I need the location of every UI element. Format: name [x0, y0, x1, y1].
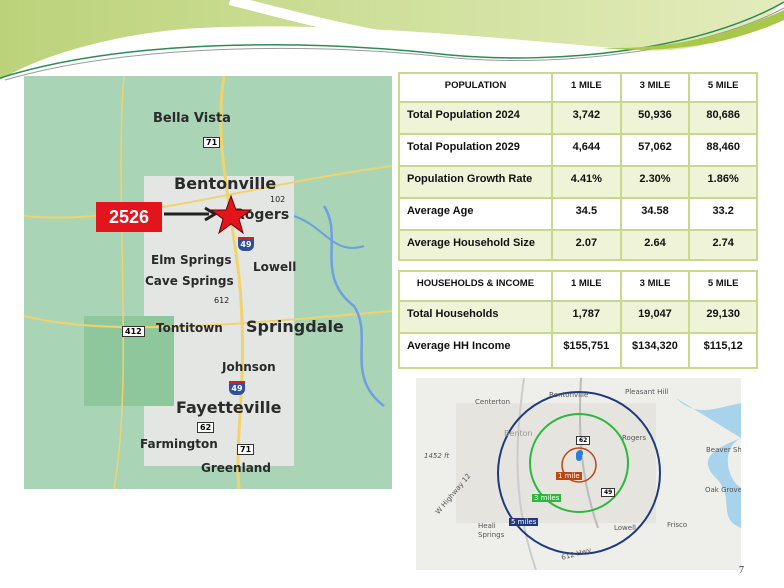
cell: 4,644	[551, 133, 622, 167]
cell: 34.58	[619, 197, 691, 231]
households-income-table: HOUSEHOLDS & INCOME 1 MILE 3 MILE 5 MILE…	[398, 270, 758, 369]
city-label: Tontitown	[156, 321, 223, 335]
place-label: Heali	[478, 522, 496, 530]
route-label: 102	[270, 195, 286, 204]
1-mile-ring	[561, 447, 597, 483]
map-roads	[24, 76, 392, 489]
route-shield: 71	[237, 444, 255, 455]
ring-label-5-miles: 5 miles	[509, 518, 539, 526]
table-row: Total Households 1,787 19,047 29,130	[398, 300, 758, 334]
city-label: Springdale	[246, 317, 344, 336]
table-header-row: HOUSEHOLDS & INCOME 1 MILE 3 MILE 5 MILE	[398, 270, 758, 302]
header-cell: 1 MILE	[551, 72, 622, 103]
header-cell: POPULATION	[397, 72, 554, 103]
cell: 50,936	[619, 101, 691, 135]
header-cell: 5 MILE	[688, 72, 758, 103]
city-label: Farmington	[140, 437, 218, 451]
cell: 2.64	[619, 229, 691, 261]
population-table: POPULATION 1 MILE 3 MILE 5 MILE Total Po…	[397, 72, 758, 261]
header-cell: 3 MILE	[619, 72, 691, 103]
table-row: Total Population 2024 3,742 50,936 80,686	[397, 101, 758, 135]
city-label: Cave Springs	[145, 274, 234, 288]
city-label: Bella Vista	[153, 111, 231, 126]
radius-map: Centerton Bentonville Pleasant Hill Bent…	[416, 378, 741, 570]
3-mile-ring	[529, 413, 629, 513]
place-label: Pleasant Hill	[625, 388, 669, 396]
city-label: Bentonville	[174, 174, 277, 193]
place-label: Frisco	[667, 521, 688, 529]
arrow-and-star	[164, 194, 253, 235]
place-label: Benton	[504, 429, 533, 438]
city-label: Elm Springs	[151, 253, 232, 267]
route-shield: 49	[601, 488, 616, 497]
cell: $134,320	[619, 332, 691, 369]
cell: 1.86%	[688, 165, 758, 199]
ring-label-3-miles: 3 miles	[532, 494, 562, 502]
row-label: Average Age	[397, 197, 554, 231]
cell: $115,12	[688, 332, 758, 369]
row-label: Total Households	[398, 300, 553, 334]
interstate-shield: 49	[238, 237, 254, 251]
city-label: Fayetteville	[176, 398, 282, 417]
header-cell: 1 MILE	[550, 270, 622, 302]
location-map: Bella Vista 71 Bentonville Rogers 102 49…	[24, 76, 392, 489]
cell: 29,130	[688, 300, 758, 334]
cell: 2.07	[551, 229, 622, 261]
property-marker-label: 2526	[96, 202, 162, 232]
star-marker-icon	[209, 194, 253, 235]
cell: 19,047	[619, 300, 691, 334]
cell: 88,460	[688, 133, 758, 167]
radius-map-graphics	[456, 378, 741, 570]
place-label: Springs	[478, 531, 505, 539]
route-shield: 62	[197, 422, 215, 433]
cell: 2.74	[688, 229, 758, 261]
city-label: Greenland	[201, 461, 271, 475]
cell: 3,742	[551, 101, 622, 135]
table-header-row: POPULATION 1 MILE 3 MILE 5 MILE	[397, 72, 758, 103]
cell: 80,686	[688, 101, 758, 135]
header-swoosh-decoration	[0, 0, 784, 81]
row-label: Total Population 2024	[397, 101, 554, 135]
header-cell: 3 MILE	[619, 270, 691, 302]
ring-label-1-mile: 1 mile	[556, 472, 582, 480]
place-label: Bentonville	[549, 391, 589, 399]
5-mile-ring	[497, 391, 661, 555]
cell: 57,062	[619, 133, 691, 167]
city-label: Lowell	[253, 260, 297, 274]
row-label: Population Growth Rate	[397, 165, 554, 199]
city-label: Johnson	[222, 360, 276, 374]
cell: 33.2	[688, 197, 758, 231]
header-cell: HOUSEHOLDS & INCOME	[398, 270, 553, 302]
route-shield: 62	[576, 436, 591, 445]
table-row: Total Population 2029 4,644 57,062 88,460	[397, 133, 758, 167]
cell: 1,787	[550, 300, 622, 334]
cell: $155,751	[550, 332, 622, 369]
route-label: 612	[214, 296, 230, 305]
place-label: Centerton	[475, 398, 511, 406]
row-label: Average Household Size	[397, 229, 554, 261]
route-shield: 412	[122, 326, 145, 337]
place-label: 1452 ft	[424, 452, 450, 460]
table-row: Average Household Size 2.07 2.64 2.74	[397, 229, 758, 261]
table-row: Average HH Income $155,751 $134,320 $115,12	[398, 332, 758, 369]
cell: 4.41%	[551, 165, 622, 199]
header-cell: 5 MILE	[688, 270, 758, 302]
place-label: Lowell	[614, 524, 636, 532]
route-shield: 71	[203, 137, 221, 148]
place-label: Rogers	[622, 434, 647, 442]
interstate-shield: 49	[229, 381, 245, 395]
row-label: Average HH Income	[398, 332, 553, 369]
cell: 34.5	[551, 197, 622, 231]
row-label: Total Population 2029	[397, 133, 554, 167]
page-number: 7	[739, 565, 744, 576]
place-label: Oak Grove	[705, 486, 741, 494]
table-row: Average Age 34.5 34.58 33.2	[397, 197, 758, 231]
place-label: Beaver Sho	[706, 446, 741, 454]
cell: 2.30%	[619, 165, 691, 199]
table-row: Population Growth Rate 4.41% 2.30% 1.86%	[397, 165, 758, 199]
